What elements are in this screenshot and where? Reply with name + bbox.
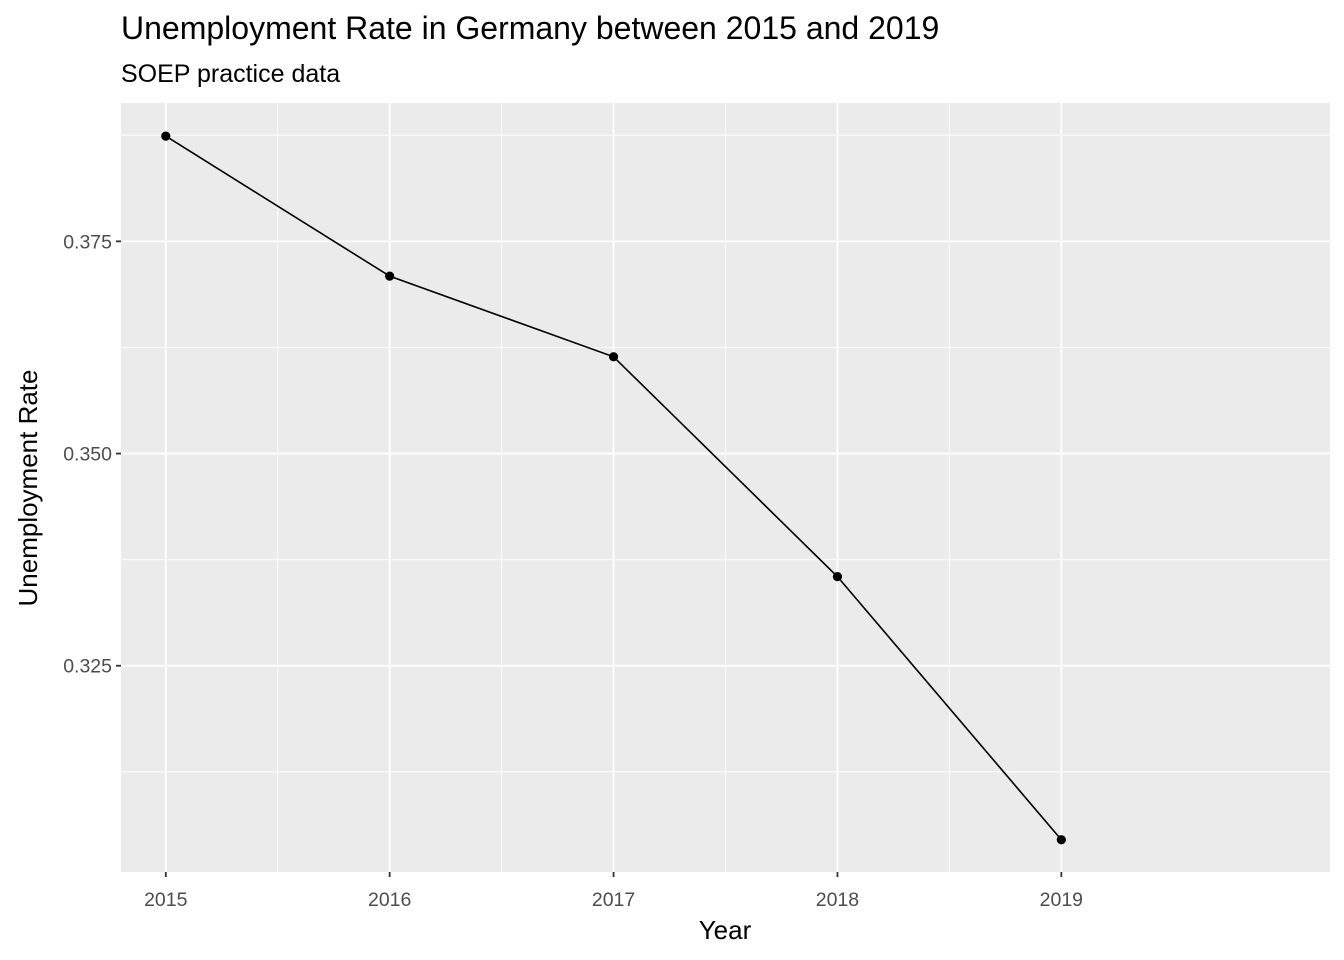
y-tick-label: 0.350	[63, 444, 112, 466]
data-point	[1056, 835, 1066, 845]
series-layer	[161, 131, 1066, 845]
minor-gridlines	[121, 103, 1330, 872]
y-axis-title: Unemployment Rate	[13, 370, 43, 607]
x-axis-ticks: 2015 2016 2017 2018 2019	[144, 872, 1083, 911]
major-gridlines	[121, 103, 1330, 872]
x-axis-title: Year	[699, 915, 752, 945]
chart-subtitle: SOEP practice data	[121, 60, 341, 88]
data-point	[385, 271, 395, 281]
chart-title: Unemployment Rate in Germany between 201…	[121, 10, 940, 46]
y-tick-label: 0.325	[63, 656, 112, 678]
y-tick-label: 0.375	[63, 231, 112, 253]
x-tick-label: 2018	[816, 889, 859, 911]
data-point	[832, 572, 843, 582]
x-tick-label: 2015	[144, 889, 188, 911]
data-point	[161, 131, 171, 141]
x-tick-label: 2019	[1040, 889, 1083, 911]
x-tick-label: 2017	[592, 889, 635, 911]
y-axis-ticks: 0.325 0.350 0.375	[63, 231, 121, 678]
data-point	[608, 352, 619, 362]
x-tick-label: 2016	[368, 889, 411, 911]
